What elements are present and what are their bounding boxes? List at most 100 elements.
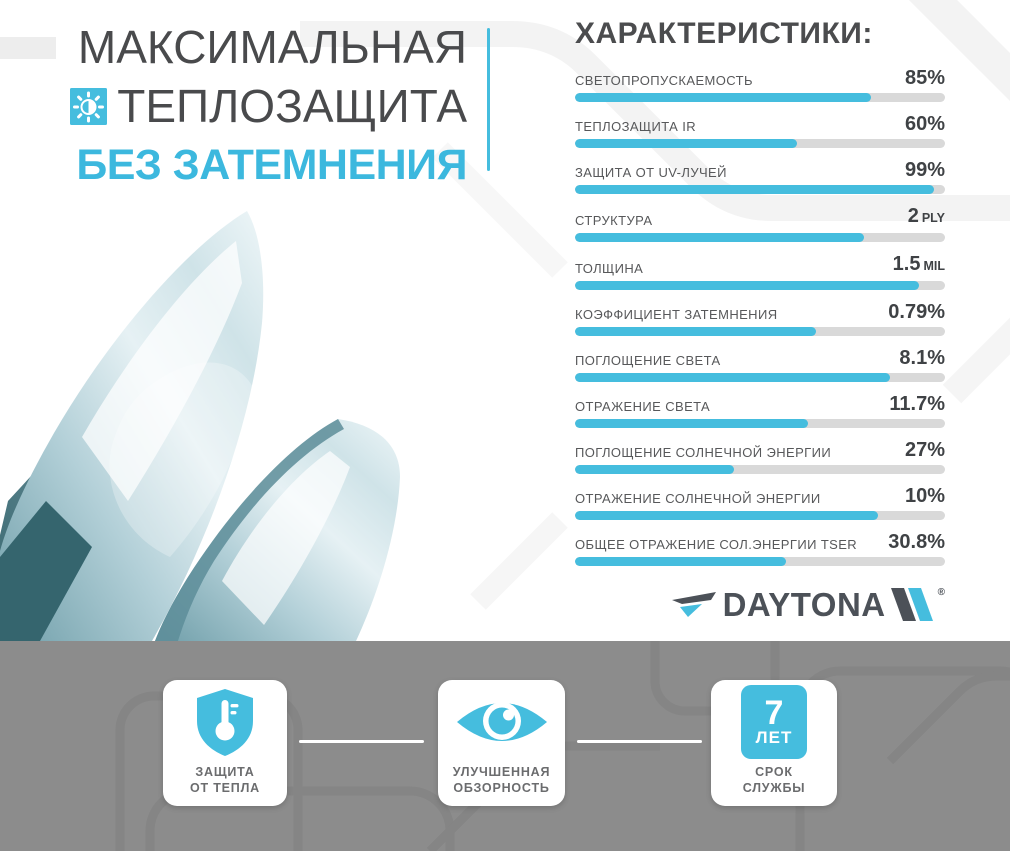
- spec-value: 2 PLY: [908, 206, 945, 228]
- badge-label: УЛУЧШЕННАЯ ОБЗОРНОСТЬ: [452, 765, 551, 795]
- specs-panel: ХАРАКТЕРИСТИКИ: СВЕТОПРОПУСКАЕМОСТЬ 85% …: [575, 16, 945, 621]
- spec-row-top: ТЕПЛОЗАЩИТА IR 60%: [575, 114, 945, 134]
- spec-label: ТЕПЛОЗАЩИТА IR: [575, 119, 697, 134]
- spec-row: СТРУКТУРА 2 PLY: [575, 206, 945, 242]
- spec-bar-track: [575, 93, 945, 102]
- spec-row-top: ЗАЩИТА ОТ UV-ЛУЧЕЙ 99%: [575, 160, 945, 180]
- badge-label: ЗАЩИТА ОТ ТЕПЛА: [190, 765, 260, 795]
- specs-title: ХАРАКТЕРИСТИКИ:: [575, 17, 873, 50]
- spec-row-top: ОБЩЕЕ ОТРАЖЕНИЕ СОЛ.ЭНЕРГИИ TSER 30.8%: [575, 532, 945, 552]
- spec-value-num: 8.1%: [899, 347, 945, 369]
- spec-row-top: СВЕТОПРОПУСКАЕМОСТЬ 85%: [575, 68, 945, 88]
- spec-label: ОТРАЖЕНИЕ СВЕТА: [575, 399, 711, 414]
- spec-row: ПОГЛОЩЕНИЕ СВЕТА 8.1%: [575, 348, 945, 382]
- eye-icon: [438, 680, 565, 764]
- spec-bar-track: [575, 185, 945, 194]
- spec-bar-fill: [575, 93, 871, 102]
- spec-value: 99%: [905, 160, 945, 180]
- logo-text: DAYTONA: [722, 586, 886, 623]
- spec-bar-fill: [575, 373, 890, 382]
- spec-row: КОЭФФИЦИЕНТ ЗАТЕМНЕНИЯ 0.79%: [575, 302, 945, 336]
- spec-value-unit: MIL: [923, 259, 945, 273]
- spec-bar-track: [575, 465, 945, 474]
- spec-label: ПОГЛОЩЕНИЕ СВЕТА: [575, 353, 721, 368]
- spec-value: 27%: [905, 440, 945, 460]
- spec-bar-track: [575, 281, 945, 290]
- spec-row: ПОГЛОЩЕНИЕ СОЛНЕЧНОЙ ЭНЕРГИИ 27%: [575, 440, 945, 474]
- spec-value: 30.8%: [888, 532, 945, 552]
- logo-registered-mark: ®: [937, 587, 945, 598]
- spec-value-num: 1.5: [892, 253, 921, 275]
- spec-value: 60%: [905, 114, 945, 134]
- years-label: ЛЕТ: [755, 728, 793, 747]
- badge-improved-visibility: УЛУЧШЕННАЯ ОБЗОРНОСТЬ: [438, 680, 565, 806]
- spec-value: 8.1%: [899, 348, 945, 368]
- spec-bar-fill: [575, 185, 934, 194]
- spec-value: 11.7%: [889, 394, 945, 414]
- logo-wing-icon: [671, 592, 716, 617]
- spec-value-num: 99%: [904, 159, 945, 181]
- headline-line1: МАКСИМАЛЬНАЯ: [77, 21, 467, 73]
- spec-bar-track: [575, 557, 945, 566]
- spec-label: ТОЛЩИНА: [575, 261, 644, 276]
- seven-years-box: 7 ЛЕТ: [741, 685, 807, 759]
- spec-bar-fill: [575, 233, 864, 242]
- spec-value-num: 85%: [904, 67, 945, 89]
- spec-value-num: 30.8%: [888, 531, 945, 553]
- spec-label: КОЭФФИЦИЕНТ ЗАТЕМНЕНИЯ: [575, 307, 778, 322]
- spec-value: 85%: [905, 68, 945, 88]
- spec-value-num: 11.7%: [889, 393, 945, 415]
- spec-value: 0.79%: [888, 302, 945, 322]
- spec-row: ОБЩЕЕ ОТРАЖЕНИЕ СОЛ.ЭНЕРГИИ TSER 30.8%: [575, 532, 945, 566]
- spec-row: СВЕТОПРОПУСКАЕМОСТЬ 85%: [575, 68, 945, 102]
- badge-service-life: 7 ЛЕТ СРОК СЛУЖБЫ: [711, 680, 837, 806]
- spec-row-top: ОТРАЖЕНИЕ СОЛНЕЧНОЙ ЭНЕРГИИ 10%: [575, 486, 945, 506]
- spec-bar-track: [575, 327, 945, 336]
- background-pattern: [0, 0, 1010, 221]
- spec-label: ЗАЩИТА ОТ UV-ЛУЧЕЙ: [575, 165, 727, 180]
- spec-row: ТЕПЛОЗАЩИТА IR 60%: [575, 114, 945, 148]
- spec-value: 1.5 MIL: [893, 254, 945, 276]
- spec-bar-fill: [575, 419, 809, 428]
- years-number: 7: [764, 694, 784, 732]
- spec-row-top: ПОГЛОЩЕНИЕ СОЛНЕЧНОЙ ЭНЕРГИИ 27%: [575, 440, 945, 460]
- spec-bar-fill: [575, 281, 920, 290]
- spec-row-top: КОЭФФИЦИЕНТ ЗАТЕМНЕНИЯ 0.79%: [575, 302, 945, 322]
- spec-bar-fill: [575, 557, 786, 566]
- spec-bar-track: [575, 139, 945, 148]
- spec-label: ОТРАЖЕНИЕ СОЛНЕЧНОЙ ЭНЕРГИИ: [575, 491, 821, 506]
- logo-slash-icon: [890, 588, 933, 621]
- headline-divider: [487, 28, 490, 171]
- film-roll-image: [0, 211, 400, 641]
- shield-thermometer-icon: [163, 680, 287, 764]
- spec-value-num: 27%: [904, 439, 945, 461]
- headline-line3: БЕЗ ЗАТЕМНЕНИЯ: [76, 141, 467, 189]
- badge-connector-line: [299, 740, 424, 743]
- badge-connector-line: [577, 740, 702, 743]
- spec-value-num: 10%: [904, 485, 945, 507]
- badge-heat-protection: ЗАЩИТА ОТ ТЕПЛА: [163, 680, 287, 806]
- spec-row: ЗАЩИТА ОТ UV-ЛУЧЕЙ 99%: [575, 160, 945, 194]
- headline-line2: ТЕПЛОЗАЩИТА: [117, 80, 467, 132]
- spec-row-top: ТОЛЩИНА 1.5 MIL: [575, 254, 945, 276]
- spec-bar-track: [575, 233, 945, 242]
- footer-band: ЗАЩИТА ОТ ТЕПЛА УЛУЧШЕННАЯ ОБЗОРНОСТЬ: [0, 641, 1010, 851]
- spec-label: ПОГЛОЩЕНИЕ СОЛНЕЧНОЙ ЭНЕРГИИ: [575, 445, 832, 460]
- spec-bar-track: [575, 419, 945, 428]
- spec-bar-fill: [575, 139, 797, 148]
- spec-row-top: СТРУКТУРА 2 PLY: [575, 206, 945, 228]
- spec-row-top: ПОГЛОЩЕНИЕ СВЕТА 8.1%: [575, 348, 945, 368]
- spec-bar-track: [575, 373, 945, 382]
- spec-label: СТРУКТУРА: [575, 213, 653, 228]
- spec-row: ОТРАЖЕНИЕ СВЕТА 11.7%: [575, 394, 945, 428]
- spec-row: ОТРАЖЕНИЕ СОЛНЕЧНОЙ ЭНЕРГИИ 10%: [575, 486, 945, 520]
- spec-rows: СВЕТОПРОПУСКАЕМОСТЬ 85% ТЕПЛОЗАЩИТА IR 6…: [575, 68, 945, 566]
- spec-value-num: 60%: [904, 113, 945, 135]
- spec-bar-fill: [575, 327, 816, 336]
- spec-bar-track: [575, 511, 945, 520]
- sun-brightness-icon: [70, 87, 108, 125]
- spec-bar-fill: [575, 511, 879, 520]
- spec-value-num: 0.79%: [888, 301, 945, 323]
- spec-bar-fill: [575, 465, 735, 474]
